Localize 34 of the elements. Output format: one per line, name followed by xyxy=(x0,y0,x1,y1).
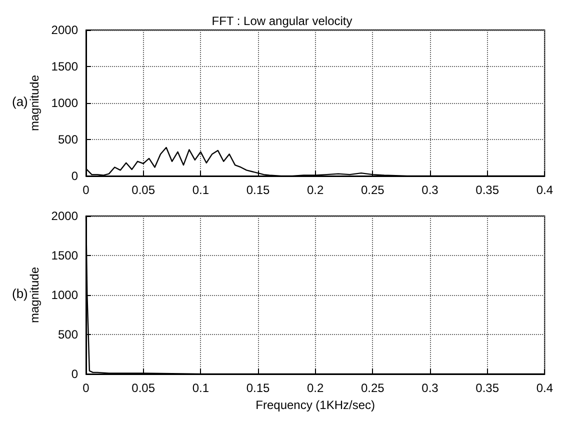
y-tick-label: 500 xyxy=(58,328,78,342)
chart-title: FFT : Low angular velocity xyxy=(212,14,352,28)
x-tick-label: 0.1 xyxy=(192,183,210,197)
x-tick-label: 0.35 xyxy=(476,381,500,395)
x-tick-label: 0.15 xyxy=(246,183,270,197)
x-tick-label: 0.05 xyxy=(132,183,156,197)
y-tick-label: 1000 xyxy=(51,96,78,110)
x-tick-label: 0 xyxy=(82,183,90,197)
x-tick-label: 0.2 xyxy=(306,183,324,197)
text: (b) xyxy=(12,286,28,301)
x-tick-label: 0 xyxy=(82,381,90,395)
text: (a) xyxy=(12,94,28,109)
y-tick-label: 0 xyxy=(71,367,78,381)
y-axis-title: magnitude xyxy=(27,266,42,324)
x-tick-label: 0.2 xyxy=(306,381,324,395)
y-tick-label: 2000 xyxy=(51,23,78,37)
x-tick-label: 0.35 xyxy=(476,183,500,197)
x-tick-label: 0.3 xyxy=(422,381,439,395)
x-tick-label: 0.15 xyxy=(246,381,270,395)
x-tick-label: 0.25 xyxy=(360,183,385,197)
y-tick-label: 2000 xyxy=(51,209,78,223)
y-tick-label: 0 xyxy=(71,169,78,183)
x-tick-label: 0.3 xyxy=(422,183,439,197)
x-tick-label: 0.05 xyxy=(132,381,156,395)
y-tick-label: 1500 xyxy=(51,60,78,74)
x-tick-label: 0.25 xyxy=(360,381,385,395)
x-tick-label: 0.1 xyxy=(192,381,210,395)
x-tick-label: 0.4 xyxy=(536,183,554,197)
y-tick-label: 1000 xyxy=(51,288,78,302)
x-axis-title: Frequency (1KHz/sec) xyxy=(256,398,376,412)
x-tick-label: 0.4 xyxy=(536,381,554,395)
y-tick-label: 500 xyxy=(58,132,78,146)
y-axis-title: magnitude xyxy=(27,74,42,132)
y-tick-label: 1500 xyxy=(51,248,78,262)
